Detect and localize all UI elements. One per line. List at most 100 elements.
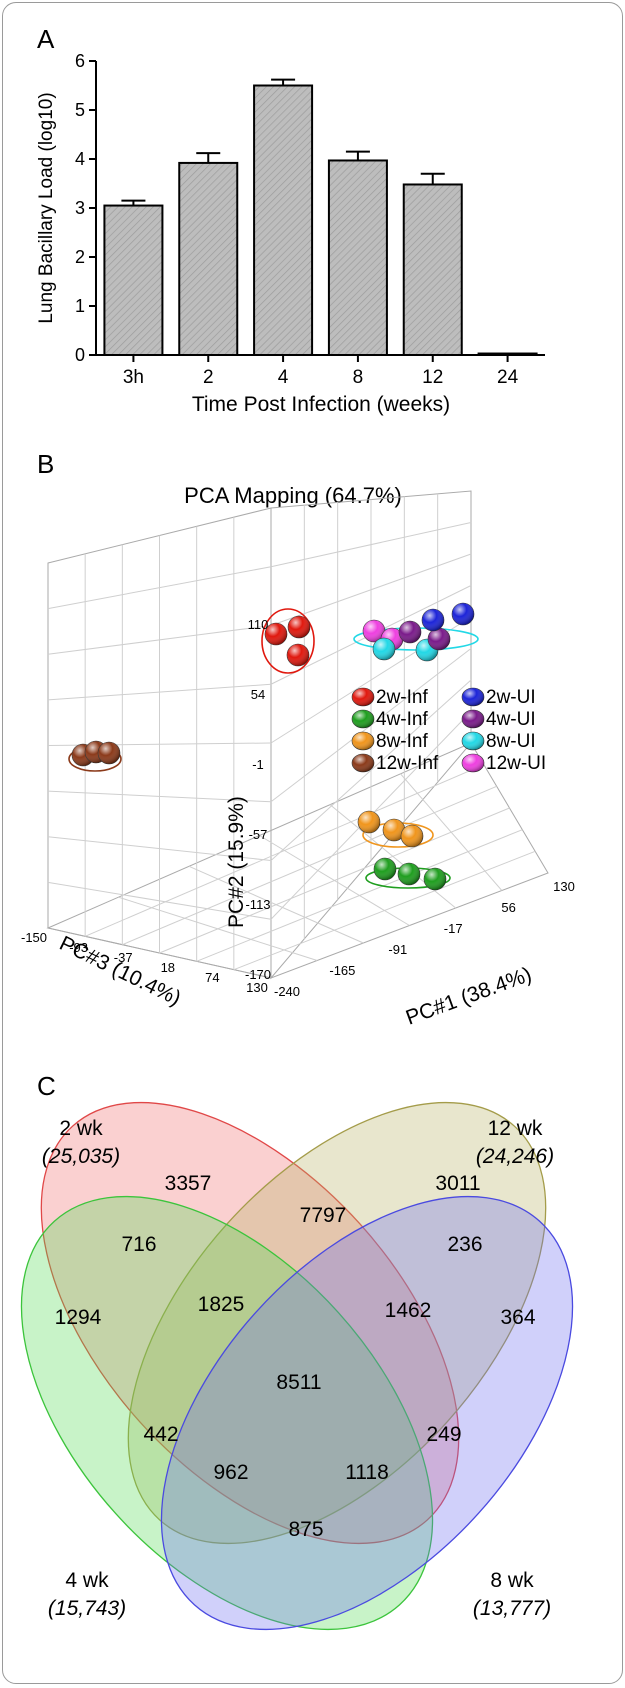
venn-label-8wk: 8 wk <box>490 1569 534 1592</box>
legend-label: 4w-UI <box>486 709 536 730</box>
venn-total-2wk: (25,035) <box>42 1145 120 1168</box>
legend-label: 12w-Inf <box>376 753 439 774</box>
axis-tick-label: -57 <box>249 827 268 842</box>
axis-tick-label: 56 <box>501 900 515 915</box>
bar-rect <box>327 159 388 356</box>
bar-rect <box>253 84 314 356</box>
legend-item-8w-ui: 8w-UI <box>461 731 536 752</box>
panel-b-pca-plot: B PCA Mapping (64.7%) -240 -165 -91 -17 56 13… <box>21 449 575 1030</box>
x-tick-label: 2 <box>203 367 214 388</box>
legend-item-2w-ui: 2w-UI <box>461 687 536 708</box>
bar-8 <box>327 150 388 356</box>
venn-count-4-wk: 1294 <box>55 1306 102 1329</box>
pca-point-shine <box>399 621 421 643</box>
venn-count-2-wk-8-wk: 249 <box>426 1423 461 1446</box>
points-4w-inf <box>373 857 447 891</box>
axis-tick-label: -17 <box>444 921 463 936</box>
legend-swatch-shine <box>352 732 374 750</box>
x-axis-title: Time Post Infection (weeks) <box>192 393 450 416</box>
venn-count-12-wk-4-wk: 442 <box>143 1423 178 1446</box>
legend-item-8w-inf: 8w-Inf <box>351 731 428 752</box>
pca-point-shine <box>428 628 450 650</box>
pca-grid-lines <box>47 493 536 971</box>
pca-point-shine <box>374 858 396 880</box>
x-tick-label: 8 <box>353 367 364 388</box>
venn-count-12-wk-4-wk-8-wk: 1118 <box>345 1461 389 1484</box>
axis-tick-label: 130 <box>553 879 575 894</box>
bar-3h <box>103 199 164 356</box>
bars <box>103 78 538 356</box>
axis-tick-label: 110 <box>248 617 269 632</box>
venn-total-8wk: (13,777) <box>473 1597 551 1620</box>
bar-rect <box>402 183 463 356</box>
venn-label-2wk: 2 wk <box>59 1117 103 1140</box>
pca-point-shine <box>98 742 120 764</box>
venn-set-8wk <box>160 1195 574 1631</box>
legend-item-4w-inf: 4w-Inf <box>351 709 428 730</box>
venn-count-2-wk-4-wk-8-wk: 962 <box>213 1461 248 1484</box>
pca-point-shine <box>288 616 310 638</box>
grid-line <box>122 785 497 946</box>
legend-swatch-shine <box>462 710 484 728</box>
legend-item-2w-inf: 2w-Inf <box>351 687 428 708</box>
points-12w-inf <box>71 740 121 767</box>
points-2w-ui <box>421 602 475 632</box>
pca-point-shine <box>398 863 420 885</box>
venn-count-2-wk-12-wk-8-wk: 1462 <box>385 1299 432 1322</box>
pc3-ticks: -150 -93 -37 18 74 130 <box>21 930 268 995</box>
venn-total-4wk: (15,743) <box>48 1597 126 1620</box>
axis-tick-label: 54 <box>251 687 265 702</box>
pca-point-shine <box>373 638 395 660</box>
panel-label-c: C <box>37 1071 56 1101</box>
venn-set-2wk <box>40 1101 460 1545</box>
bar-24 <box>477 352 538 356</box>
bar-4 <box>253 78 314 356</box>
legend-item-4w-ui: 4w-UI <box>461 709 536 730</box>
axis-tick-label: -170 <box>245 967 271 982</box>
points-8w-inf <box>357 810 424 848</box>
venn-count-12-wk: 3011 <box>435 1172 480 1195</box>
y-tick-label: 0 <box>75 345 85 365</box>
y-tick-label: 4 <box>75 149 85 169</box>
x-ticks: 3h 2 4 8 12 24 <box>123 355 519 388</box>
y-tick-label: 5 <box>75 100 85 120</box>
pca-point-shine <box>358 811 380 833</box>
legend-swatch-shine <box>352 688 374 706</box>
floor-plane <box>46 742 549 979</box>
venn-count-2-wk-12-wk: 7797 <box>300 1204 347 1227</box>
venn-label-12wk: 12 wk <box>488 1117 543 1140</box>
axis-tick-label: -165 <box>329 963 355 978</box>
x-tick-label: 4 <box>278 367 289 388</box>
venn-count-2-wk: 3357 <box>165 1172 212 1195</box>
pc1-ticks: -240 -165 -91 -17 56 130 <box>274 879 575 999</box>
bar-12 <box>402 172 463 356</box>
pca-point-shine <box>383 819 405 841</box>
venn-set-4wk <box>20 1195 434 1631</box>
pc2-ticks: -170 -113 -57 -1 54 110 <box>245 617 271 982</box>
grid-line <box>159 807 510 954</box>
venn-count-8-wk: 364 <box>500 1306 535 1329</box>
venn-ellipses <box>20 1101 574 1631</box>
legend-label: 2w-UI <box>486 687 536 708</box>
legend-swatch-shine <box>462 754 484 772</box>
bar-rect <box>103 204 164 356</box>
legend-swatch-shine <box>462 688 484 706</box>
pca-title: PCA Mapping (64.7%) <box>184 483 402 508</box>
y-tick-label: 2 <box>75 247 85 267</box>
legend-swatch-shine <box>352 710 374 728</box>
pca-point-shine <box>401 825 423 847</box>
legend-label: 2w-Inf <box>376 687 428 708</box>
legend-label: 12w-UI <box>486 753 546 774</box>
pca-legend: 2w-Inf 2w-UI 4w-Inf 4w-UI 8w-Inf 8w-UI 12w-Inf… <box>351 687 546 774</box>
venn-label-4wk: 4 wk <box>65 1569 109 1592</box>
pc2-axis-title: PC#2 (15.9%) <box>225 796 248 928</box>
x-tick-label: 24 <box>497 367 519 388</box>
legend-label: 8w-UI <box>486 731 536 752</box>
pca-point-shine <box>424 868 446 890</box>
y-tick-label: 1 <box>75 296 85 316</box>
x-tick-label: 3h <box>123 367 144 388</box>
venn-region-counts: 3357 3011 7797 716 236 1294 1825 1462 364 8511 442… <box>55 1172 536 1541</box>
axis-tick-label: -113 <box>245 897 270 912</box>
